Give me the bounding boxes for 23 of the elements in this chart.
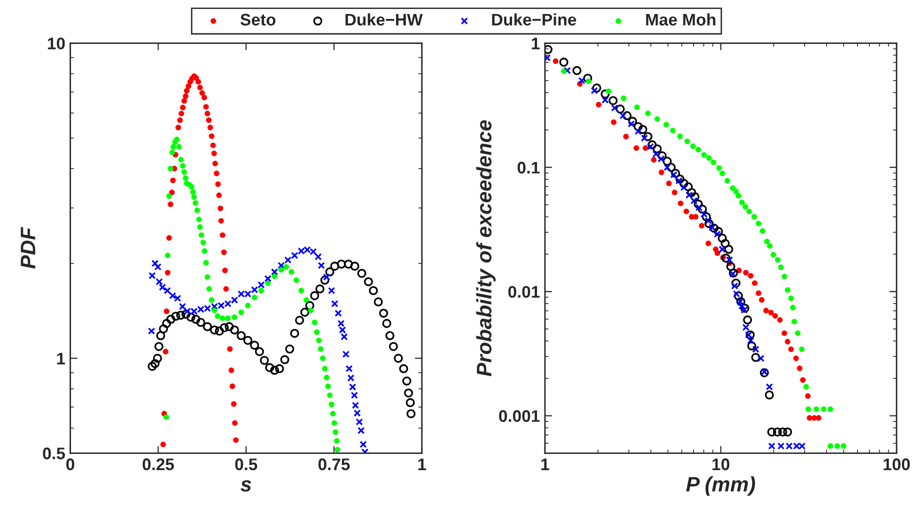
x-tick-label: 0.75 (318, 458, 350, 470)
y-tick-label: 0.01 (508, 286, 540, 298)
y-tick-label: 0.1 (518, 162, 540, 174)
y-axis-title: Probability of exceedence (476, 120, 496, 376)
y-tick-label: 1 (532, 38, 540, 50)
legend-label: Mae Moh (646, 13, 716, 26)
x-tick-label: 100 (884, 458, 910, 470)
x-tick-label: 1 (541, 458, 550, 470)
y-tick-label: 1 (57, 352, 65, 364)
y-tick-label: 0.5 (42, 448, 65, 460)
legend-label: Duke−HW (346, 13, 423, 26)
x-axis-title: P (mm) (686, 476, 756, 496)
x-tick-label: 0.25 (142, 458, 174, 470)
y-tick-label: 0.001 (499, 410, 540, 422)
y-tick-label: 10 (48, 38, 65, 50)
x-tick-label: 0 (66, 458, 74, 470)
x-tick-label: 0.5 (235, 458, 258, 470)
legend-label: Seto (240, 14, 276, 26)
x-axis-title: s (240, 480, 252, 492)
x-tick-label: 1 (418, 458, 426, 470)
y-axis-title: PDF (20, 226, 36, 269)
legend-label: Duke−Pine (492, 13, 576, 26)
x-tick-label: 10 (712, 458, 730, 470)
